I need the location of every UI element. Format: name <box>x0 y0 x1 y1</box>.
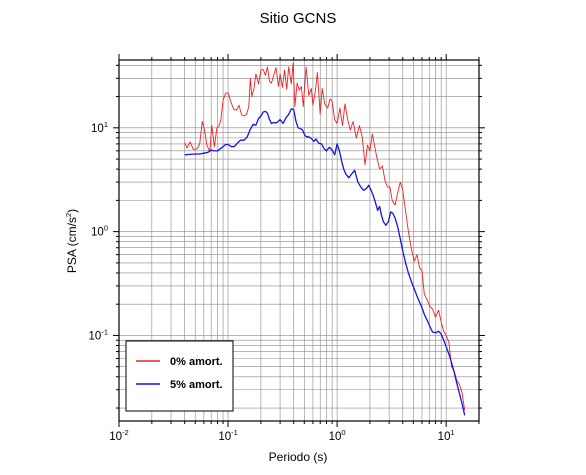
series-layer <box>184 62 466 416</box>
x-tick-base: 10 <box>438 431 451 443</box>
y-axis-label-sup: 2 <box>64 213 73 217</box>
x-tick-exp: 1 <box>450 428 454 437</box>
x-tick-label-3: 101 <box>438 428 455 443</box>
legend-label-5pct: 5% amort. <box>170 379 223 391</box>
x-tick-base: 10 <box>109 431 122 443</box>
x-tick-exp: 0 <box>341 428 345 437</box>
plot-frame <box>118 59 480 422</box>
x-axis-label: Periodo (s) <box>269 450 328 464</box>
y-axis-label-close: ) <box>65 209 79 213</box>
y-axis-label-main: PSA (cm/s <box>65 217 79 273</box>
series-line-5pct-amort <box>184 108 466 416</box>
series-line-0pct-amort <box>184 62 466 411</box>
y-tick-label-1: 100 <box>91 224 108 239</box>
y-tick-base: 10 <box>91 227 104 239</box>
x-tick-label-1: 10-1 <box>218 428 237 443</box>
x-tick-label-2: 100 <box>329 428 346 443</box>
y-tick-label-0: 10-1 <box>89 327 108 342</box>
y-tick-label-2: 101 <box>91 120 108 135</box>
x-tick-label-0: 10-2 <box>109 428 128 443</box>
x-tick-exp: -2 <box>122 428 129 437</box>
x-tick-base: 10 <box>218 431 231 443</box>
y-tick-exp: 0 <box>104 224 108 233</box>
legend: 0% amort. 5% amort. <box>125 340 234 412</box>
x-tick-exp: -1 <box>231 428 238 437</box>
y-tick-base: 10 <box>89 330 102 342</box>
y-tick-exp: -1 <box>101 327 108 336</box>
x-tick-base: 10 <box>329 431 342 443</box>
y-axis-label: PSA (cm/s2) <box>64 209 79 273</box>
y-tick-base: 10 <box>91 123 104 135</box>
y-tick-exp: 1 <box>104 120 108 129</box>
chart-title: Sitio GCNS <box>260 10 337 27</box>
legend-box <box>125 340 234 412</box>
legend-label-0pct: 0% amort. <box>170 356 223 368</box>
